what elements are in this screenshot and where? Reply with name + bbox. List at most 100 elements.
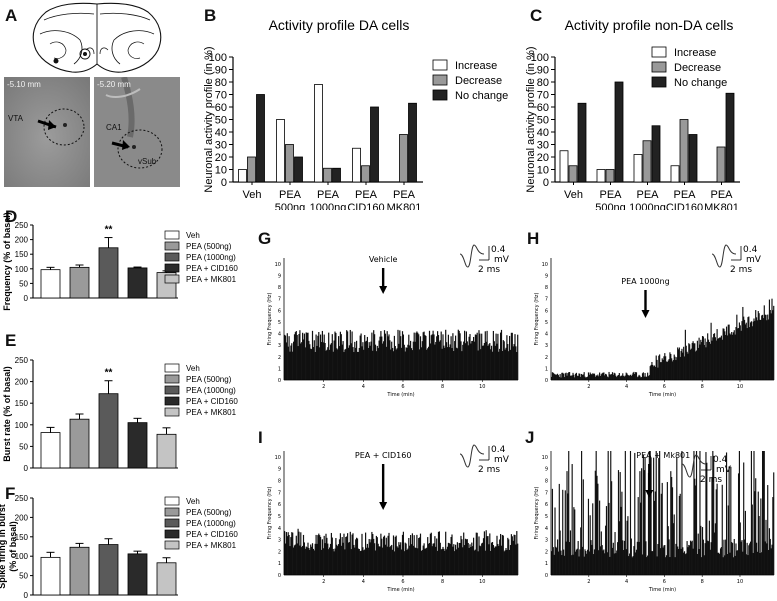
histogram-bar <box>698 337 700 380</box>
histogram-bar <box>361 533 363 575</box>
histogram-bar <box>741 321 743 380</box>
scale-time-label: 2 ms <box>700 475 722 485</box>
histogram-bar <box>562 372 564 380</box>
histogram-bar <box>634 374 636 380</box>
chart-firing-mk801: 0 1 2 3 4 5 6 7 8 9 10 2 4 6 8 10 Time (min) Firing Frequ… <box>534 451 775 593</box>
histogram-bar <box>593 373 596 380</box>
histogram-bar <box>639 471 641 575</box>
histogram-bar <box>724 555 726 575</box>
histogram-bar <box>674 557 676 575</box>
histogram-bar <box>403 344 405 380</box>
histogram-bar <box>707 333 709 380</box>
histogram-bar <box>764 314 766 380</box>
histogram-bar <box>400 336 402 380</box>
histogram-bar <box>333 340 335 380</box>
y-axis-label: Spike firing in burst <box>0 504 7 589</box>
histogram-bar <box>674 356 676 380</box>
histogram-bar <box>509 335 511 380</box>
histogram-bar <box>583 372 585 380</box>
histogram-bar <box>748 316 750 380</box>
bar <box>127 267 148 299</box>
histogram-bar <box>496 343 498 380</box>
histogram-bar <box>691 342 693 380</box>
histogram-bar <box>666 361 668 380</box>
histogram-bar <box>584 549 586 575</box>
histogram-bar <box>582 374 584 380</box>
histogram-bar <box>320 549 323 575</box>
y-axis-label: Burst rate (% of basal) <box>2 366 12 462</box>
histogram-bar <box>302 545 304 575</box>
histogram-bar <box>695 351 697 380</box>
histogram-bar <box>742 551 744 575</box>
histogram-bar <box>715 489 717 575</box>
histogram-bar <box>657 543 659 575</box>
histogram-bar <box>344 549 346 575</box>
histogram-bar <box>635 552 637 575</box>
depth-label: -5.10 mm <box>7 80 41 89</box>
y-tick-label: 2 <box>278 549 281 555</box>
histogram-bar <box>761 315 763 380</box>
histogram-bar <box>385 346 387 380</box>
histogram-bar <box>456 348 458 380</box>
histogram-bar <box>353 352 355 380</box>
x-tick-label: CID160 <box>347 202 384 210</box>
histogram-bar <box>392 549 394 575</box>
histogram-bar <box>589 372 591 380</box>
bar <box>256 94 265 183</box>
histogram-bar <box>416 331 418 380</box>
histogram-bar <box>381 538 383 575</box>
histogram-bar <box>591 374 593 380</box>
histogram-bar <box>492 545 494 575</box>
histogram-bar <box>435 546 437 575</box>
histogram-bar <box>725 539 727 575</box>
histogram-bar <box>563 549 565 575</box>
y-tick-label: 7 <box>545 297 548 303</box>
histogram-bar <box>443 548 445 575</box>
histogram-bar <box>673 514 675 575</box>
histogram-bar <box>386 546 388 575</box>
scale-amplitude-label: 0.4 <box>713 455 728 465</box>
histogram-bar <box>713 333 716 380</box>
histogram-bar <box>511 332 513 380</box>
histogram-bar <box>623 540 626 575</box>
histogram-bar <box>455 544 457 575</box>
histogram-bar <box>689 540 692 575</box>
histogram-bar <box>337 349 339 380</box>
histogram-bar <box>437 550 439 575</box>
histogram-bar <box>468 547 470 575</box>
histogram-bar <box>619 472 621 575</box>
y-tick-label: 2 <box>278 355 281 361</box>
histogram-bar <box>337 546 339 575</box>
legend-swatch <box>164 518 180 528</box>
histogram-bar <box>666 482 668 575</box>
chart-activity-profile-non-da: Activity profile non-DA cells Neuronal ac… <box>525 17 740 210</box>
histogram-bar <box>355 347 357 380</box>
histogram-bar <box>743 539 746 575</box>
histogram-bar <box>765 519 767 575</box>
histogram-bar <box>328 549 330 575</box>
histogram-bar <box>687 547 689 575</box>
histogram-bar <box>650 457 652 575</box>
bar <box>69 266 90 299</box>
histogram-bar <box>757 311 759 380</box>
histogram-bar <box>722 328 724 380</box>
y-tick-label: 0 <box>24 591 29 600</box>
histogram-bar <box>389 547 391 575</box>
histogram-bar <box>294 544 296 575</box>
histogram-bar <box>647 472 650 575</box>
chart-activity-profile-da: Activity profile DA cells Neuronal activi… <box>203 17 508 210</box>
histogram-bar <box>575 549 578 575</box>
histogram-bar <box>433 543 435 575</box>
histogram-bar <box>354 547 356 575</box>
histogram-bar <box>343 352 345 380</box>
histogram-bar <box>500 332 502 380</box>
histogram-bar <box>752 321 754 380</box>
histogram-bar <box>446 546 449 575</box>
histogram-bar <box>553 554 555 575</box>
histogram-bar <box>583 556 585 575</box>
legend-swatch <box>164 252 180 262</box>
histogram-bar <box>697 533 699 575</box>
histogram-bar <box>614 373 616 380</box>
bar <box>69 546 90 596</box>
histogram-bar <box>564 490 566 575</box>
